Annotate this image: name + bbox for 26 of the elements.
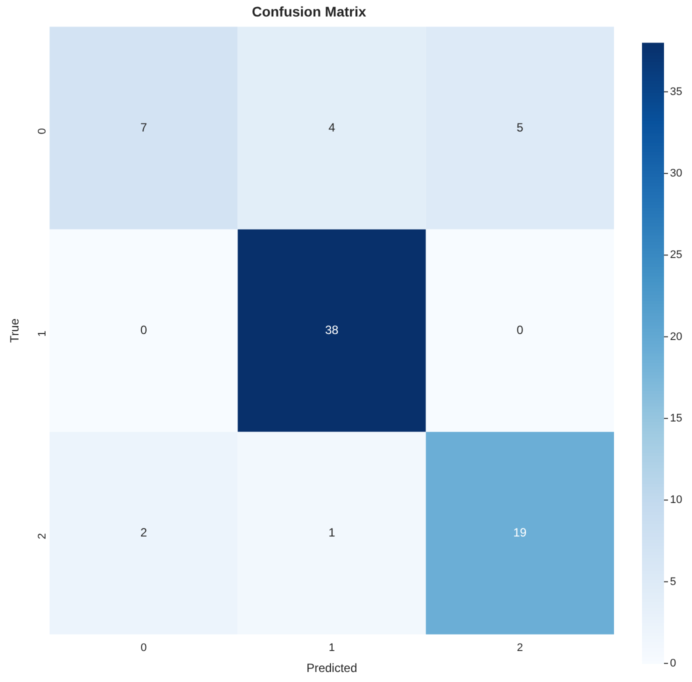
data-label: 7 [140, 120, 148, 134]
color-bar-label: 0 [670, 657, 676, 670]
x-tick-label: 2 [516, 642, 523, 654]
data-label: 19 [513, 525, 527, 540]
color-bar-label: 10 [670, 494, 682, 506]
data-label: 38 [325, 322, 339, 337]
data-label: 1 [328, 525, 336, 540]
x-tick-label: 1 [328, 642, 335, 654]
data-label: 2 [140, 525, 148, 540]
data-label: 5 [516, 120, 524, 134]
data-label: 0 [140, 322, 148, 337]
color-bar-label: 35 [670, 86, 682, 98]
y-tick-label: 1 [36, 330, 49, 337]
data-label: 0 [516, 322, 524, 337]
color-bar-label: 5 [670, 576, 676, 588]
x-axis-title: Predicted [306, 661, 358, 676]
color-bar-label: 15 [670, 412, 682, 424]
color-bar-label: 25 [670, 249, 682, 262]
x-tick-label: 0 [140, 642, 147, 654]
y-tick-label: 2 [36, 533, 49, 540]
color-bar-label: 30 [670, 167, 682, 180]
chart-title: Confusion Matrix [252, 3, 366, 20]
y-tick-label: 0 [36, 128, 49, 134]
data-label: 4 [328, 120, 336, 134]
color-bar-label: 20 [670, 330, 682, 343]
y-axis-title: True [8, 318, 22, 343]
